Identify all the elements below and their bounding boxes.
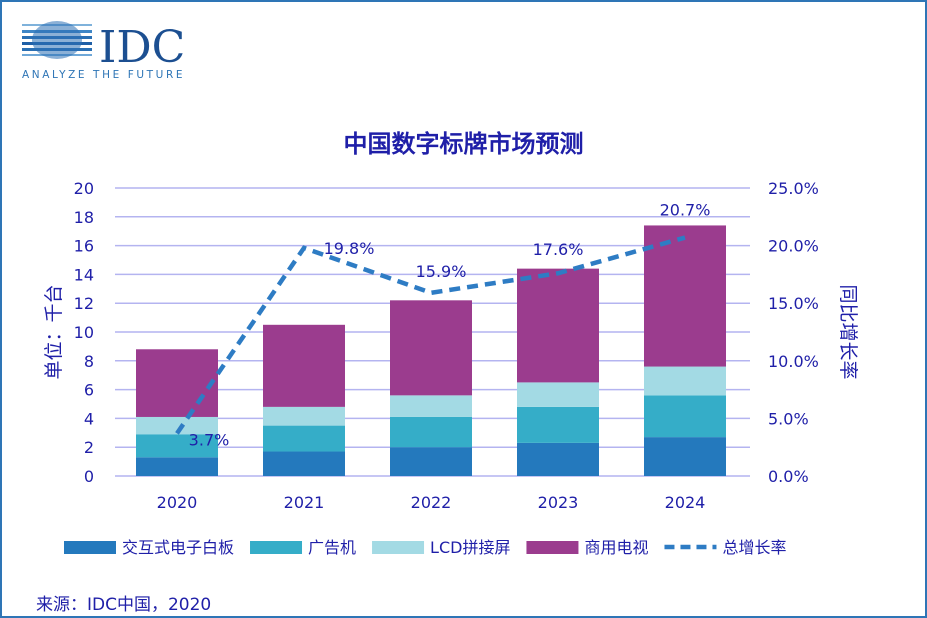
y-axis-label: 单位：千台 [43, 284, 65, 379]
y-tick-label: 2 [84, 438, 94, 457]
y2-tick-label: 5.0% [768, 409, 809, 428]
data-label: 19.8% [324, 239, 375, 258]
bar-segment [644, 437, 726, 476]
chart-title: 中国数字标牌市场预测 [343, 130, 584, 158]
legend-label: 广告机 [308, 538, 356, 557]
x-tick-label: 2021 [284, 493, 325, 512]
x-tick-label: 2024 [665, 493, 706, 512]
y2-axis-label: 同比增长率 [837, 284, 859, 379]
bar-segment [644, 395, 726, 438]
growth-rate-line [175, 235, 686, 435]
y-tick-label: 12 [74, 294, 94, 313]
data-label: 20.7% [660, 201, 711, 220]
legend-swatch [372, 541, 425, 554]
y-tick-label: 14 [74, 265, 94, 284]
logo-tagline: ANALYZE THE FUTURE [22, 69, 185, 81]
y-tick-label: 6 [84, 381, 94, 400]
bar-segment [136, 457, 218, 476]
y2-tick-label: 20.0% [768, 237, 819, 256]
bar-segment [390, 300, 472, 396]
legend-label: 商用电视 [584, 538, 648, 557]
bar-segment [263, 324, 345, 407]
bar-segment [136, 434, 218, 458]
bar-segment [390, 416, 472, 448]
bar-segment [644, 225, 726, 367]
legend-swatch [526, 541, 579, 554]
bar-segment [136, 349, 218, 417]
y-tick-label: 10 [74, 323, 94, 342]
legend-label: LCD拼接屏 [430, 538, 510, 557]
bar-segment [517, 268, 599, 383]
bar-segment [263, 425, 345, 452]
logo-brand: IDC [99, 22, 185, 73]
y-tick-label: 20 [74, 179, 94, 198]
bar-segment [644, 366, 726, 396]
data-label: 3.7% [189, 430, 230, 449]
bar-segment [517, 406, 599, 443]
x-tick-label: 2022 [411, 493, 452, 512]
legend-label: 总增长率 [722, 538, 786, 557]
bar-segment [263, 406, 345, 426]
y-tick-label: 8 [84, 352, 94, 371]
x-tick-label: 2023 [538, 493, 579, 512]
globe-stripes-icon [22, 21, 92, 59]
y-tick-label: 4 [84, 409, 94, 428]
chart-area: 0 2 4 6 8 10 12 14 16 18 20 0.0% 5.0% 10.0% 15.0% 20.0%… [43, 179, 859, 557]
legend-label: 交互式电子白板 [122, 538, 234, 557]
y-tick-label: 18 [74, 208, 94, 227]
y-tick-label: 0 [84, 467, 94, 486]
bar-segment [136, 416, 218, 435]
legend-swatch [64, 541, 116, 554]
idc-logo: IDC ANALYZE THE FUTURE [22, 21, 185, 81]
bar-segment [517, 442, 599, 476]
y2-tick-label: 0.0% [768, 467, 809, 486]
data-label: 15.9% [416, 262, 467, 281]
bar-segment [517, 382, 599, 407]
y2-tick-label: 10.0% [768, 352, 819, 371]
y2-tick-label: 25.0% [768, 179, 819, 198]
bar-segment [390, 395, 472, 417]
data-label: 17.6% [533, 240, 584, 259]
bar-segment [390, 447, 472, 476]
y2-tick-label: 15.0% [768, 294, 819, 313]
bar-segment [263, 451, 345, 476]
source-note: 来源：IDC中国，2020 [36, 595, 212, 615]
legend-swatch [250, 541, 303, 554]
x-tick-label: 2020 [157, 493, 198, 512]
y-tick-label: 16 [74, 237, 94, 256]
